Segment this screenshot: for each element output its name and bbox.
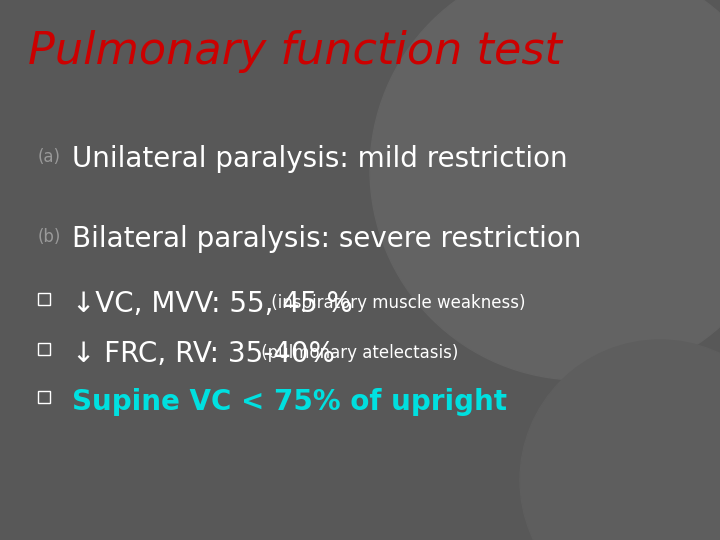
Circle shape [370,0,720,380]
Text: Pulmonary function test: Pulmonary function test [28,30,562,73]
Text: Supine VC < 75% of upright: Supine VC < 75% of upright [72,388,507,416]
Text: Bilateral paralysis: severe restriction: Bilateral paralysis: severe restriction [72,225,581,253]
Circle shape [520,340,720,540]
Text: (b): (b) [38,228,61,246]
Text: Unilateral paralysis: mild restriction: Unilateral paralysis: mild restriction [72,145,567,173]
Text: ↓VC, MVV: 55, 45 %: ↓VC, MVV: 55, 45 % [72,290,353,318]
Text: (inspiratory muscle weakness): (inspiratory muscle weakness) [266,294,526,312]
Text: (pulmonary atelectasis): (pulmonary atelectasis) [256,344,458,362]
Text: ↓ FRC, RV: 35-40%: ↓ FRC, RV: 35-40% [72,340,335,368]
Text: (a): (a) [38,148,61,166]
